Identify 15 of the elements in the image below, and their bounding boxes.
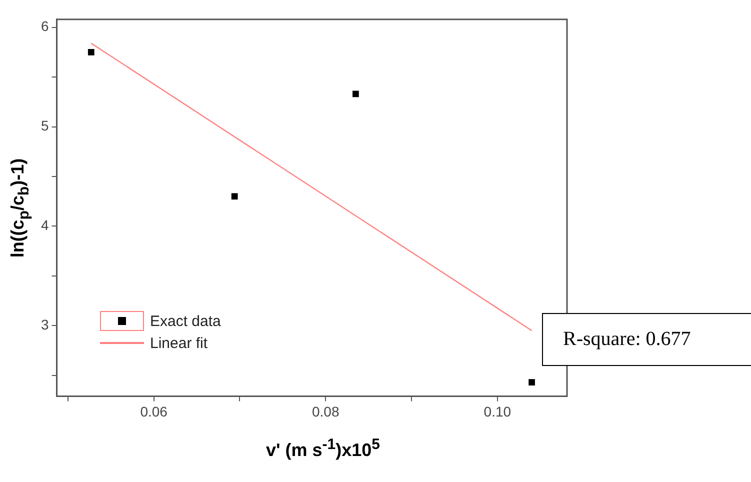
- point: [528, 379, 535, 386]
- x-axis-title: v' (m s$^{-1}$)x10$^{5}$: [264, 436, 382, 461]
- point: [88, 49, 94, 56]
- y-tick-label: 4: [40, 217, 49, 234]
- legend-label: Exact data: [150, 312, 221, 330]
- point: [231, 193, 238, 200]
- y-tick-label: 5: [40, 118, 49, 134]
- point: [352, 90, 359, 98]
- x-tick-label: 0.08: [312, 403, 340, 420]
- y-tick-label: 3: [40, 316, 49, 332]
- y-tick-label: 6: [40, 18, 49, 34]
- legend-label: Linear fit: [150, 334, 208, 352]
- x-tick-label: 0.06: [140, 403, 168, 420]
- text-box: R-square: 0.677: [542, 313, 751, 366]
- x-tick-label: 0.10: [484, 403, 512, 420]
